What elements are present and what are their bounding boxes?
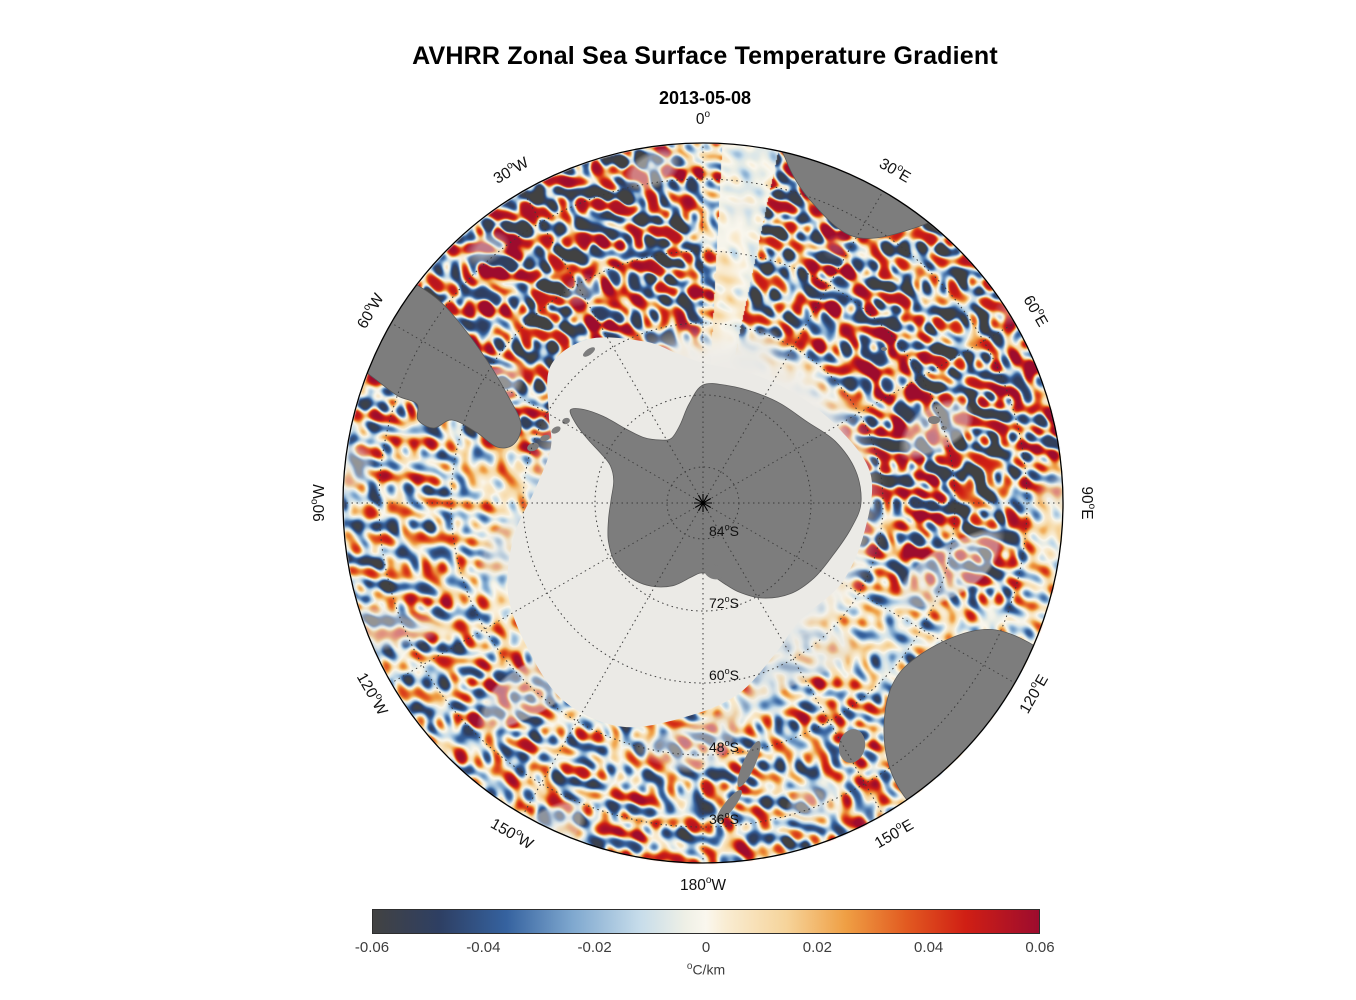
south-georgia-island	[583, 347, 595, 357]
crozet-island	[881, 347, 887, 351]
latitude-circle	[378, 178, 1028, 828]
longitude-label: 120oE	[1014, 671, 1052, 717]
fuegian-island	[540, 434, 550, 442]
new-zealand-north-island	[716, 789, 742, 823]
meridian-line	[702, 502, 1016, 684]
longitude-label: 30oW	[490, 152, 532, 188]
tasmania-island	[838, 729, 866, 763]
antarctica-landmass	[569, 383, 862, 599]
colorbar-tick-label: -0.02	[577, 939, 612, 956]
meridian-line	[522, 502, 704, 816]
meridian-line	[390, 502, 704, 684]
latitude-label: 36oS	[709, 810, 739, 827]
longitude-label: 90oW	[309, 484, 328, 522]
colorbar-unit-label: oC/km	[686, 961, 726, 978]
colorbar	[372, 909, 1040, 934]
kerguelen-island	[941, 426, 947, 430]
longitude-label: 60oE	[1019, 291, 1052, 329]
australia-landmass	[883, 628, 1063, 859]
latitude-label: 84oS	[709, 522, 739, 539]
longitude-label: 90oE	[1078, 486, 1097, 519]
colorbar-tick-label: 0.02	[802, 939, 832, 956]
colorbar-ticks: -0.06 -0.04 -0.02 0 0.02 0.04 0.06	[355, 939, 1055, 959]
latitude-circle	[594, 394, 812, 612]
latitude-label: 48oS	[709, 738, 739, 755]
colorbar-tick-label: 0.04	[914, 939, 944, 956]
ross-sea-island	[704, 564, 724, 580]
meridian-line	[702, 190, 884, 504]
meridian-line	[522, 190, 704, 504]
kerguelen-island	[928, 416, 940, 424]
fuegian-island	[527, 442, 539, 452]
meridian-line	[702, 502, 884, 816]
south-shetland-island	[551, 426, 561, 434]
latitude-label: 60oS	[709, 666, 739, 683]
africa-landmass	[776, 143, 949, 239]
south-pole-marker	[694, 494, 712, 512]
longitude-label: 0o	[696, 109, 711, 128]
graticule	[343, 143, 1063, 863]
longitude-label: 30oE	[876, 153, 914, 186]
colorbar-tick-label: -0.06	[354, 939, 390, 956]
new-zealand-south-island	[737, 741, 761, 787]
colorbar-tick-label: 0.06	[1025, 939, 1055, 956]
colorbar-tick-label: -0.04	[466, 939, 501, 956]
colorbar-tick-label: 0	[701, 939, 711, 956]
longitude-label: 180oW	[680, 875, 726, 894]
longitude-label: 60oW	[352, 289, 388, 331]
meridian-line	[702, 322, 1016, 504]
latitude-label: 72oS	[709, 594, 739, 611]
meridian-line	[390, 322, 704, 504]
latitude-circle	[450, 250, 956, 756]
map-boundary	[342, 142, 1064, 864]
longitude-label: 150oE	[871, 814, 917, 852]
